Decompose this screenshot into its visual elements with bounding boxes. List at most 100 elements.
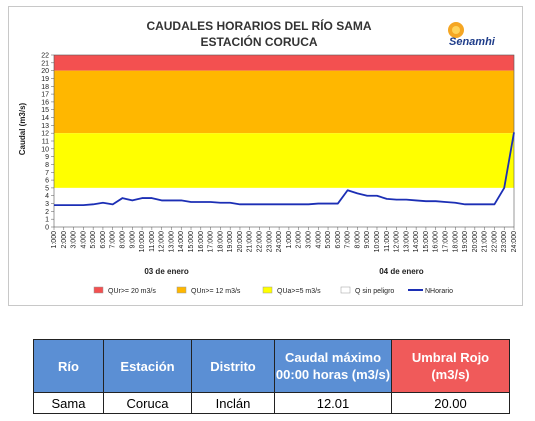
- x-tick-label: 3:000: [305, 231, 312, 249]
- x-tick-label: 21:000: [482, 231, 489, 253]
- x-tick-label: 12:000: [159, 231, 166, 253]
- x-tick-label: 1:000: [286, 231, 293, 249]
- y-tick-label: 10: [41, 146, 49, 153]
- x-tick-label: 22:000: [491, 231, 498, 253]
- threshold-band-2: [54, 133, 514, 188]
- x-tick-label: 20:000: [472, 231, 479, 253]
- x-tick-label: 14:000: [178, 231, 185, 253]
- x-tick-label: 13:000: [168, 231, 175, 253]
- y-tick-label: 18: [41, 84, 49, 91]
- x-tick-label: 19:000: [227, 231, 234, 253]
- cell-caudal: 12.01: [274, 392, 392, 414]
- x-tick-label: 10:000: [139, 231, 146, 253]
- x-tick-label: 24:000: [276, 231, 283, 253]
- logo-text: Senamhi: [449, 36, 496, 48]
- y-tick-label: 16: [41, 99, 49, 106]
- y-tick-label: 0: [45, 225, 49, 232]
- y-tick-label: 7: [45, 170, 49, 177]
- x-tick-label: 18:000: [217, 231, 224, 253]
- chart-subtitle: ESTACIÓN CORUCA: [200, 34, 317, 49]
- x-tick-label: 22:000: [257, 231, 264, 253]
- x-tick-label: 23:000: [501, 231, 508, 253]
- x-tick-label: 13:000: [403, 231, 410, 253]
- x-tick-label: 5:000: [325, 231, 332, 249]
- y-tick-label: 12: [41, 131, 49, 138]
- x-tick-label: 7:000: [345, 231, 352, 249]
- y-tick-label: 13: [41, 123, 49, 130]
- y-tick-label: 6: [45, 178, 49, 185]
- x-tick-label: 8:000: [354, 231, 361, 249]
- x-tick-label: 23:000: [266, 231, 273, 253]
- x-tick-label: 7:000: [110, 231, 117, 249]
- y-tick-label: 21: [41, 60, 49, 67]
- day-label: 03 de enero: [144, 267, 189, 276]
- y-tick-label: 1: [45, 217, 49, 224]
- x-tick-label: 4:000: [315, 231, 322, 249]
- cell-rio: Sama: [33, 392, 104, 414]
- x-tick-label: 16:000: [198, 231, 205, 253]
- y-tick-label: 2: [45, 209, 49, 216]
- y-tick-label: 14: [41, 115, 49, 122]
- x-tick-label: 6:000: [335, 231, 342, 249]
- x-tick-label: 9:000: [364, 231, 371, 249]
- table-row: Sama Coruca Inclán 12.01 20.00: [33, 392, 510, 414]
- x-tick-label: 11:000: [384, 231, 391, 252]
- y-tick-label: 3: [45, 201, 49, 208]
- threshold-band-0: [54, 55, 514, 71]
- x-tick-label: 2:000: [61, 231, 68, 249]
- day-label: 04 de enero: [379, 267, 424, 276]
- cell-umbral: 20.00: [391, 392, 510, 414]
- x-tick-label: 16:000: [433, 231, 440, 253]
- x-tick-label: 17:000: [208, 231, 215, 253]
- x-tick-label: 9:000: [129, 231, 136, 249]
- summary-table: Río Estación Distrito Caudal máximo 00:0…: [33, 339, 510, 414]
- series-line-NHorario: [54, 132, 515, 207]
- x-tick-label: 15:000: [423, 231, 430, 253]
- x-tick-label: 17:000: [442, 231, 449, 253]
- x-tick-label: 20:000: [237, 231, 244, 253]
- x-tick-label: 10:000: [374, 231, 381, 253]
- legend-swatch: [262, 286, 273, 294]
- y-tick-label: 22: [41, 53, 49, 60]
- x-tick-label: 24:000: [511, 231, 518, 253]
- chart: CAUDALES HORARIOS DEL RÍO SAMA ESTACIÓN …: [18, 18, 518, 295]
- x-tick-label: 18:000: [452, 231, 459, 253]
- header-estacion: Estación: [103, 339, 192, 393]
- threshold-band-1: [54, 70, 514, 134]
- x-tick-label: 19:000: [462, 231, 469, 253]
- x-tick-label: 6:000: [100, 231, 107, 249]
- table-header-row: Río Estación Distrito Caudal máximo 00:0…: [33, 339, 510, 393]
- y-tick-label: 4: [45, 193, 49, 200]
- y-tick-label: 15: [41, 107, 49, 114]
- threshold-band-3: [54, 187, 514, 227]
- x-tick-label: 14:000: [413, 231, 420, 253]
- senamhi-logo: Senamhi: [448, 22, 496, 48]
- y-tick-label: 11: [42, 139, 49, 146]
- header-umbral-rojo: Umbral Rojo (m3/s): [391, 339, 510, 393]
- header-distrito: Distrito: [191, 339, 275, 393]
- y-tick-label: 8: [45, 162, 49, 169]
- x-tick-label: 1:000: [51, 231, 58, 249]
- legend-label: QUr>= 20 m3/s: [108, 288, 156, 295]
- header-caudal-maximo: Caudal máximo 00:00 horas (m3/s): [274, 339, 392, 393]
- legend-swatch: [176, 286, 187, 294]
- x-tick-label: 5:000: [90, 231, 97, 249]
- x-tick-label: 21:000: [247, 231, 254, 253]
- x-tick-label: 4:000: [80, 231, 87, 249]
- legend-label: NHorario: [425, 288, 453, 295]
- y-tick-label: 5: [45, 185, 49, 192]
- x-tick-label: 2:000: [296, 231, 303, 249]
- legend-label: Q sin peligro: [355, 288, 394, 295]
- y-axis-label: Caudal (m3/s): [18, 102, 27, 155]
- cell-distrito: Inclán: [191, 392, 275, 414]
- y-tick-label: 17: [41, 92, 49, 99]
- legend-label: QUa>=5 m3/s: [277, 288, 321, 295]
- x-tick-label: 12:000: [394, 231, 401, 253]
- x-tick-label: 15:000: [188, 231, 195, 253]
- x-tick-label: 8:000: [120, 231, 127, 249]
- legend-swatch: [340, 286, 351, 294]
- legend-swatch: [93, 286, 104, 294]
- chart-title: CAUDALES HORARIOS DEL RÍO SAMA: [146, 18, 371, 33]
- x-tick-label: 3:000: [71, 231, 78, 249]
- x-tick-label: 11:000: [149, 231, 156, 252]
